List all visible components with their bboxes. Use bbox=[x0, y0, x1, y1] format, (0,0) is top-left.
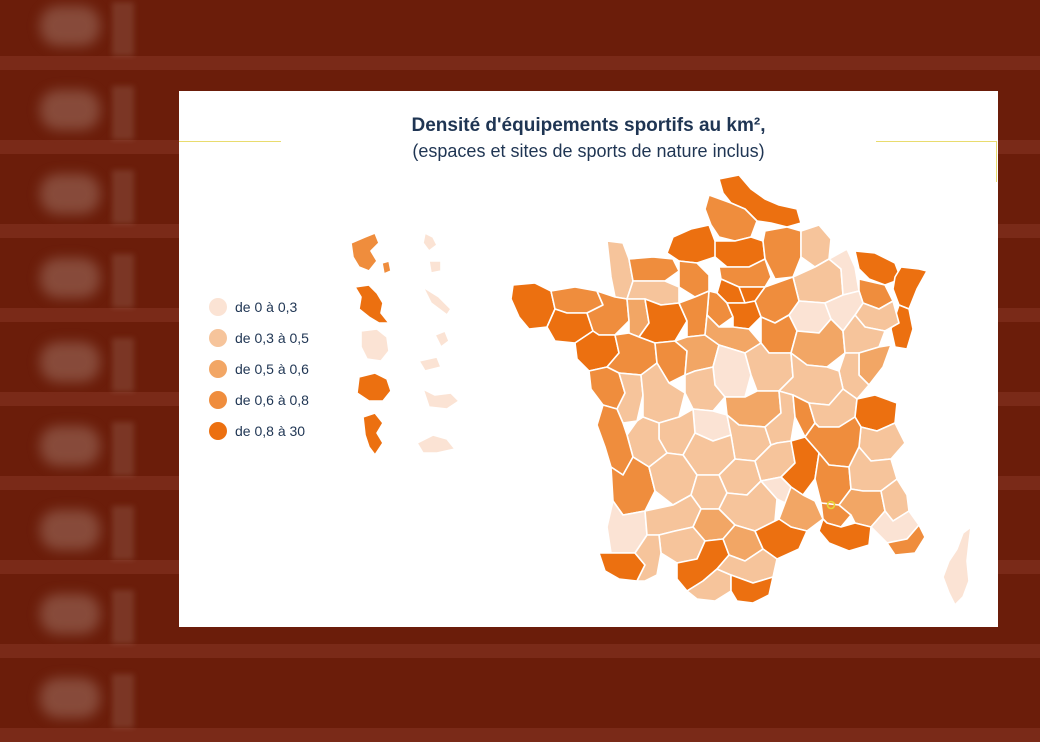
dept-seine-maritime bbox=[666, 224, 716, 264]
map-card: Densité d'équipements sportifs au km², (… bbox=[179, 91, 998, 627]
legend: de 0 à 0,3 de 0,3 à 0,5 de 0,5 à 0,6 de … bbox=[209, 291, 309, 446]
dept-bas-rhin bbox=[892, 266, 928, 310]
legend-item: de 0,5 à 0,6 bbox=[209, 353, 309, 384]
overseas-east-2 bbox=[428, 260, 442, 274]
dept-var-coast bbox=[886, 524, 926, 556]
dept-eure-et-loir bbox=[678, 290, 710, 338]
blurred-icon bbox=[40, 174, 100, 214]
guadeloupe-region bbox=[350, 232, 380, 272]
legend-item: de 0,3 à 0,5 bbox=[209, 322, 309, 353]
dept-hautes-pyrenees bbox=[634, 534, 662, 582]
title-rule-left bbox=[179, 141, 281, 142]
legend-label: de 0 à 0,3 bbox=[235, 298, 298, 315]
france-map bbox=[350, 174, 972, 606]
dept-bouches-du-rhone bbox=[818, 518, 872, 552]
blurred-divider bbox=[112, 86, 134, 140]
mayotte-region bbox=[362, 412, 384, 456]
dept-moselle bbox=[854, 250, 902, 286]
blurred-divider bbox=[112, 506, 134, 560]
blurred-icon bbox=[40, 678, 100, 718]
legend-swatch bbox=[209, 390, 227, 409]
blurred-icon bbox=[40, 426, 100, 466]
legend-swatch bbox=[209, 421, 227, 440]
legend-swatch bbox=[209, 328, 227, 347]
dept-yonne bbox=[760, 314, 798, 354]
blurred-divider bbox=[112, 2, 134, 56]
legend-item: de 0,8 à 30 bbox=[209, 415, 309, 446]
reunion-region bbox=[356, 372, 392, 402]
overseas-east-1 bbox=[422, 232, 438, 252]
legend-label: de 0,3 à 0,5 bbox=[235, 329, 309, 346]
legend-swatch bbox=[209, 297, 227, 316]
blurred-divider bbox=[112, 170, 134, 224]
legend-label: de 0,8 à 30 bbox=[235, 422, 306, 439]
map-title: Densité d'équipements sportifs au km², bbox=[411, 115, 766, 136]
legend-label: de 0,5 à 0,6 bbox=[235, 360, 309, 377]
legend-label: de 0,6 à 0,8 bbox=[235, 391, 309, 408]
dept-marne bbox=[792, 258, 844, 304]
map-subtitle: (espaces et sites de sports de nature in… bbox=[412, 141, 765, 161]
guadeloupe-islet bbox=[381, 260, 392, 275]
corse-region bbox=[942, 526, 972, 606]
bg-row bbox=[0, 0, 1040, 70]
blurred-icon bbox=[40, 6, 100, 46]
guyane-region bbox=[360, 328, 390, 362]
legend-item: de 0 à 0,3 bbox=[209, 291, 309, 322]
overseas-east-7 bbox=[416, 434, 456, 454]
blurred-divider bbox=[112, 254, 134, 308]
marker-highlight bbox=[826, 500, 836, 510]
dept-essonne bbox=[726, 300, 762, 330]
legend-swatch bbox=[209, 359, 227, 378]
blurred-divider bbox=[112, 674, 134, 728]
dept-eure bbox=[678, 260, 710, 298]
title-rule-right bbox=[876, 141, 997, 182]
bg-row bbox=[0, 588, 1040, 658]
martinique-region bbox=[354, 284, 390, 324]
overseas-east-6 bbox=[422, 388, 460, 410]
overseas-east-5 bbox=[418, 356, 442, 372]
legend-item: de 0,6 à 0,8 bbox=[209, 384, 309, 415]
overseas-east-4 bbox=[434, 330, 450, 348]
blurred-divider bbox=[112, 338, 134, 392]
blurred-icon bbox=[40, 510, 100, 550]
blurred-icon bbox=[40, 594, 100, 634]
dept-pyrenees-orientales bbox=[730, 574, 774, 604]
dept-calvados bbox=[628, 256, 680, 282]
blurred-icon bbox=[40, 342, 100, 382]
blurred-divider bbox=[112, 590, 134, 644]
blurred-icon bbox=[40, 90, 100, 130]
blurred-icon bbox=[40, 258, 100, 298]
bg-row bbox=[0, 672, 1040, 742]
blurred-divider bbox=[112, 422, 134, 476]
overseas-east-3 bbox=[422, 286, 452, 316]
